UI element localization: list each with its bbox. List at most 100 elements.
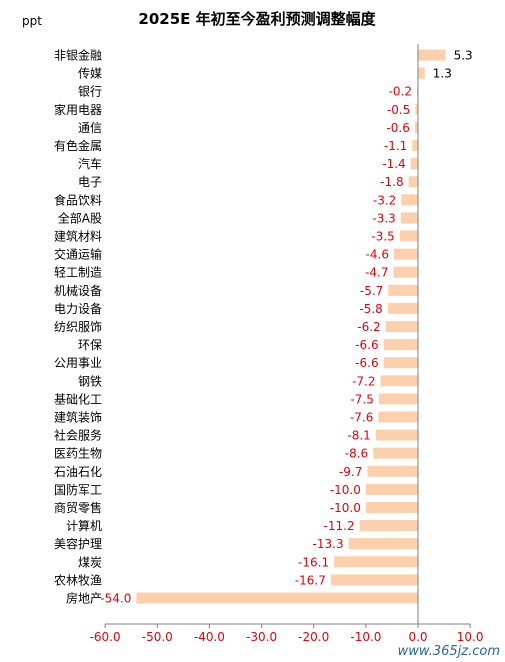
bar-23 — [367, 465, 418, 477]
bar-20 — [378, 411, 418, 423]
value-label-25: -10.0 — [330, 501, 361, 515]
value-label-13: -5.7 — [360, 284, 383, 298]
value-label-26: -11.2 — [324, 519, 355, 533]
value-label-30: -54.0 — [100, 592, 131, 606]
bar-22 — [373, 447, 418, 459]
bar-0 — [418, 49, 446, 61]
category-label-9: 全部A股 — [58, 210, 102, 225]
value-label-24: -10.0 — [330, 483, 361, 497]
x-tick-label-4: -20.0 — [298, 630, 329, 644]
category-label-18: 钢铁 — [78, 374, 102, 388]
value-label-19: -7.5 — [350, 392, 373, 406]
value-label-12: -4.7 — [365, 266, 388, 280]
x-tick-label-2: -40.0 — [194, 630, 225, 644]
value-label-2: -0.2 — [389, 85, 412, 99]
category-label-17: 公用事业 — [54, 356, 102, 370]
x-tick-label-3: -30.0 — [246, 630, 277, 644]
category-label-29: 农林牧渔 — [54, 573, 102, 587]
category-label-25: 商贸零售 — [54, 500, 102, 515]
category-label-22: 医药生物 — [54, 447, 102, 461]
value-label-18: -7.2 — [352, 374, 375, 388]
bar-6 — [410, 158, 418, 170]
category-label-21: 社会服务 — [54, 428, 102, 443]
bar-7 — [408, 176, 418, 188]
value-label-4: -0.6 — [386, 121, 409, 135]
bars-group — [136, 49, 446, 604]
x-tick-label-6: 0.0 — [408, 630, 427, 644]
category-label-19: 基础化工 — [54, 392, 102, 406]
x-tick-label-5: -10.0 — [350, 630, 381, 644]
bar-1 — [418, 67, 425, 79]
bar-11 — [394, 248, 418, 260]
value-label-16: -6.6 — [355, 338, 378, 352]
value-label-23: -9.7 — [339, 465, 362, 479]
bar-12 — [393, 266, 418, 278]
value-label-21: -8.1 — [347, 429, 370, 443]
category-labels: 非银金融传媒银行家用电器通信有色金属汽车电子食品饮料全部A股建筑材料交通运输轻工… — [54, 48, 102, 606]
bar-24 — [365, 483, 418, 495]
category-label-5: 有色金属 — [54, 138, 102, 153]
value-labels: 5.31.3 -0.2 -0.5 -0.6 -1.1 -1.4 -1.8 -3.2 -3.3 -3… — [100, 49, 472, 606]
value-label-29: -16.7 — [295, 573, 326, 587]
bar-18 — [380, 375, 418, 387]
category-label-14: 电力设备 — [54, 302, 102, 316]
category-label-15: 纺织服饰 — [54, 320, 102, 334]
x-tick-label-7: 10.0 — [457, 630, 484, 644]
x-tick-label-1: -50.0 — [142, 630, 173, 644]
value-label-0: 5.3 — [454, 49, 473, 63]
value-label-14: -5.8 — [359, 302, 382, 316]
category-label-3: 家用电器 — [54, 102, 102, 117]
x-tick-label-0: -60.0 — [90, 630, 121, 644]
bar-30 — [136, 592, 418, 604]
value-label-7: -1.8 — [380, 175, 403, 189]
value-label-20: -7.6 — [350, 411, 373, 425]
bar-21 — [375, 429, 418, 441]
category-label-11: 交通运输 — [54, 247, 102, 262]
category-label-30: 房地产 — [66, 591, 102, 606]
category-label-28: 煤炭 — [78, 555, 102, 569]
value-label-9: -3.3 — [372, 211, 395, 225]
value-label-17: -6.6 — [355, 356, 378, 370]
watermark: www.365jz.com — [398, 644, 500, 659]
value-label-22: -8.6 — [345, 447, 368, 461]
bar-8 — [401, 194, 418, 206]
chart-title: 2025E 年初至今盈利预测调整幅度 — [138, 10, 376, 28]
bar-27 — [348, 538, 418, 550]
category-label-13: 机械设备 — [54, 283, 102, 298]
value-label-6: -1.4 — [382, 157, 405, 171]
bar-17 — [383, 357, 418, 369]
category-label-0: 非银金融 — [54, 48, 102, 63]
x-axis: -60.0 -50.0 -40.0 -30.0 -20.0 -10.0 0.0 10.0 — [90, 44, 484, 644]
bar-10 — [399, 230, 419, 242]
bar-5 — [412, 140, 418, 151]
bar-4 — [414, 121, 418, 133]
value-label-8: -3.2 — [373, 193, 396, 207]
category-label-24: 国防军工 — [54, 482, 102, 497]
category-label-16: 环保 — [78, 338, 102, 352]
category-label-6: 汽车 — [78, 156, 102, 171]
bar-9 — [400, 212, 418, 224]
value-label-28: -16.1 — [298, 555, 329, 569]
value-label-1: 1.3 — [433, 67, 452, 81]
value-label-27: -13.3 — [313, 537, 344, 551]
bar-29 — [330, 574, 418, 586]
value-label-10: -3.5 — [371, 230, 394, 244]
category-label-23: 石油石化 — [54, 465, 102, 479]
category-label-1: 传媒 — [78, 66, 102, 81]
category-label-2: 银行 — [78, 85, 102, 99]
value-label-3: -0.5 — [387, 103, 410, 117]
unit-label: ppt — [22, 14, 42, 28]
bar-3 — [415, 103, 418, 115]
bar-25 — [365, 502, 418, 513]
bar-16 — [383, 339, 418, 351]
category-label-26: 计算机 — [66, 518, 102, 533]
category-label-20: 建筑装饰 — [54, 410, 102, 425]
value-label-5: -1.1 — [384, 139, 407, 153]
category-label-8: 食品饮料 — [54, 192, 102, 207]
bar-28 — [334, 556, 418, 568]
category-label-4: 通信 — [78, 121, 102, 135]
value-label-15: -6.2 — [357, 320, 380, 334]
value-label-11: -4.6 — [366, 248, 389, 262]
bar-26 — [359, 520, 418, 532]
